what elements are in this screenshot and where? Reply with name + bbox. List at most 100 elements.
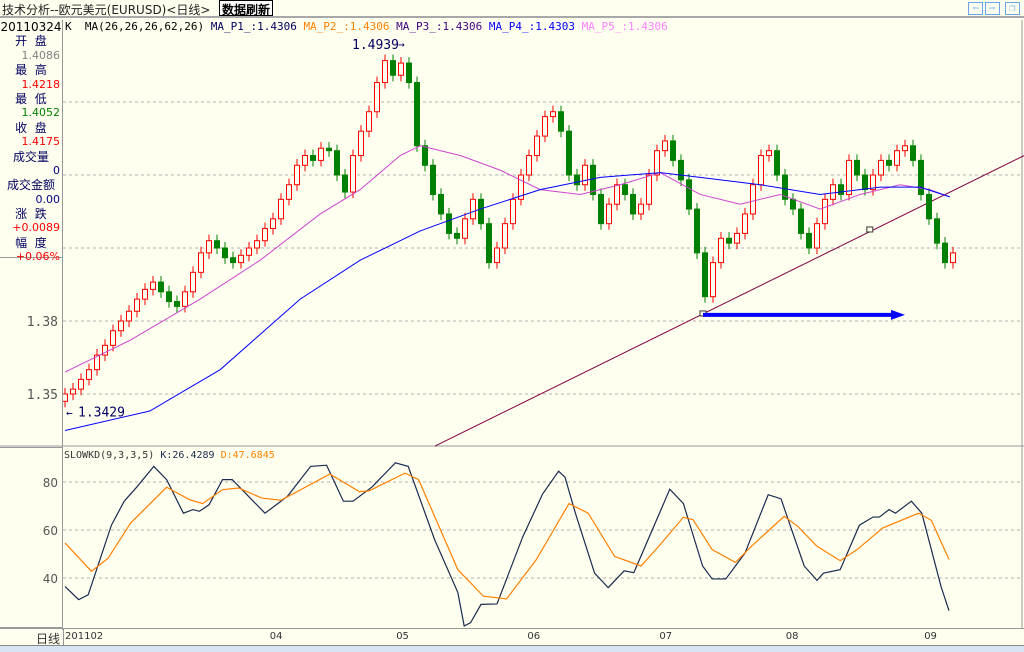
restore-window-icon[interactable]: ❐ xyxy=(1005,2,1020,15)
candle-body xyxy=(590,164,596,195)
kd-tick: 40 xyxy=(43,572,58,586)
date-tick: 05 xyxy=(396,631,409,642)
candle-body xyxy=(910,145,916,161)
candle-body xyxy=(686,179,692,210)
trend-line xyxy=(434,155,1024,447)
window-title: 技术分析--欧元美元(EURUSD)<日线> xyxy=(2,3,211,17)
candle-body xyxy=(190,271,196,293)
status-bar xyxy=(0,645,1024,652)
arrow-right-icon[interactable]: ⇨ xyxy=(985,2,1000,15)
candle-body xyxy=(414,82,420,147)
candle-body xyxy=(510,198,516,225)
candle-body xyxy=(934,218,940,244)
info-label: 幅 度 xyxy=(15,235,47,250)
candle-body xyxy=(790,198,796,210)
candle-body xyxy=(502,223,508,249)
candle-body xyxy=(78,378,84,390)
candle-body xyxy=(326,147,332,152)
candle-body xyxy=(814,223,820,249)
candle-body xyxy=(742,213,748,234)
candle-body xyxy=(398,62,404,76)
price-tick: 1.38 xyxy=(27,315,58,330)
candle-body xyxy=(102,344,108,356)
kd-tick: 80 xyxy=(43,476,58,490)
candle-body xyxy=(254,240,260,249)
candle-body xyxy=(110,330,116,346)
candle-body xyxy=(478,198,484,225)
candle-body xyxy=(334,150,340,176)
blue-arrow-head xyxy=(891,309,905,320)
candle-body xyxy=(926,193,932,220)
refresh-data-button[interactable]: 数据刷新 xyxy=(219,0,274,17)
date-tick: 201102 xyxy=(65,631,104,642)
arrow-right-icon: → xyxy=(398,38,405,51)
candle-body xyxy=(150,281,156,290)
candle-body xyxy=(294,164,300,186)
candle-body xyxy=(486,223,492,264)
info-label: 最 低 xyxy=(15,91,47,106)
candle-body xyxy=(894,150,900,166)
candle-body xyxy=(710,262,716,298)
candle-body xyxy=(438,193,444,215)
high-price-label: 1.4939 xyxy=(352,38,399,53)
info-value: 1.4052 xyxy=(21,106,61,120)
candle-body xyxy=(318,147,324,161)
candle-body xyxy=(454,232,460,239)
info-value: +0.0089 xyxy=(12,221,60,235)
date-tick: 09 xyxy=(924,631,937,642)
info-value: 1.4175 xyxy=(21,135,61,149)
candle-body xyxy=(206,240,212,254)
candle-body xyxy=(222,247,228,259)
candle-body xyxy=(606,203,612,225)
info-value: 1.4086 xyxy=(21,48,61,62)
candle-body xyxy=(342,174,348,193)
candle-body xyxy=(278,198,284,220)
candle-body xyxy=(230,257,236,264)
date-axis: 日线 201102 04 05 06 07 08 09 xyxy=(0,628,1024,646)
info-label: 开 盘 xyxy=(15,34,47,49)
candle-body xyxy=(422,145,428,166)
ma-legend: K MA(26,26,26,62,26) MA_P1_:1.4306 MA_P2… xyxy=(65,20,668,33)
candle-body xyxy=(238,254,244,264)
candle-body xyxy=(574,174,580,186)
candle-body xyxy=(758,155,764,186)
candle-body xyxy=(902,145,908,152)
candle-body xyxy=(270,218,276,230)
arrow-left-icon[interactable]: ⇦ xyxy=(968,2,983,15)
ma-legend-item: MA_P2_:1.4306 xyxy=(303,20,390,33)
info-label: 收 盘 xyxy=(15,120,47,135)
candle-body xyxy=(822,198,828,225)
info-value: +0.06% xyxy=(15,250,60,264)
info-value: 0.00 xyxy=(35,192,61,206)
candle-body xyxy=(830,184,836,200)
candle-body xyxy=(302,155,308,166)
candle-body xyxy=(310,155,316,161)
kd-tick: 60 xyxy=(43,524,58,538)
title-bar: 技术分析--欧元美元(EURUSD)<日线> 数据刷新 ⇦ ⇨ ❐ xyxy=(0,0,1024,18)
candle-body xyxy=(726,237,732,244)
kd-d-value: D:47.6845 xyxy=(220,450,275,461)
candle-body xyxy=(678,159,684,181)
info-label: 最 高 xyxy=(15,63,47,78)
candle-body xyxy=(694,208,700,254)
info-label: 成交金额 xyxy=(6,178,55,193)
candle-body xyxy=(798,208,804,234)
candle-body xyxy=(638,203,644,215)
candle-body xyxy=(446,213,452,234)
ma-legend-item: MA_P3_:1.4306 xyxy=(396,20,483,33)
kd-axis xyxy=(0,447,63,628)
candle-body xyxy=(166,291,172,303)
ma-legend-item: MA_P5_:1.4306 xyxy=(581,20,668,33)
info-label: 成交量 xyxy=(12,149,49,164)
candle-body xyxy=(550,111,556,118)
candle-body xyxy=(406,62,412,84)
candle-body xyxy=(494,247,500,264)
candle-body xyxy=(174,301,180,307)
candle-body xyxy=(582,164,588,186)
trendline-marker xyxy=(866,226,874,233)
candle-body xyxy=(214,240,220,249)
candle-body xyxy=(838,184,844,195)
k-label: K xyxy=(65,20,72,33)
arrow-left-icon: ← xyxy=(66,406,73,419)
